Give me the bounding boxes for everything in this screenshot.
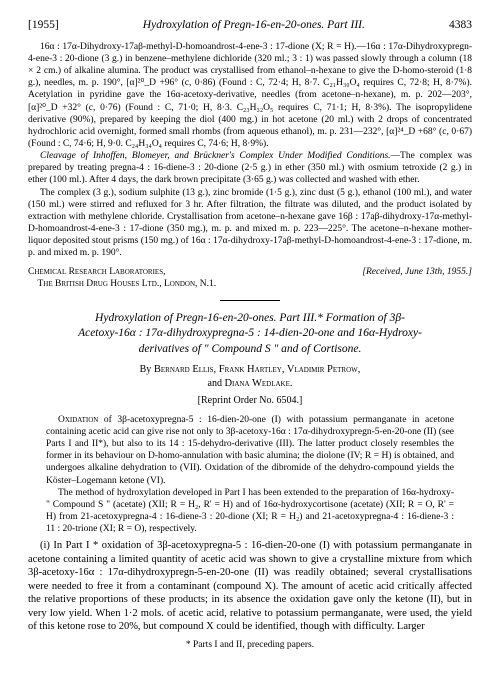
- reprint-order: [Reprint Order No. 6504.]: [28, 395, 472, 408]
- experimental-p2: Cleavage of Inhoffen, Blomeyer, and Brüc…: [28, 150, 472, 186]
- title-line2: Acetoxy-16α : 17α-dihydroxypregna-5 : 14…: [78, 327, 422, 339]
- and-word: and: [208, 378, 225, 389]
- authors-line1: Bernard Ellis, Frank Hartley, Vladimir P…: [154, 364, 360, 375]
- experimental-p3: The complex (3 g.), sodium sulphite (13 …: [28, 187, 472, 260]
- affil-lab: Chemical Research Laboratories,: [28, 267, 165, 277]
- section-rule: [220, 300, 280, 301]
- abstract-p2: The method of hydroxylation developed in…: [46, 487, 454, 536]
- by-word: By: [140, 364, 152, 375]
- authors-line2: Diana Wedlake.: [224, 378, 292, 389]
- abstract-p1: Oxidation of 3β-acetoxypregna-5 : 16-die…: [46, 414, 454, 487]
- runhead-page: 4383: [449, 18, 472, 33]
- received-date: [Received, June 13th, 1955.]: [362, 266, 472, 290]
- runhead-year: [1955]: [28, 18, 59, 33]
- experimental-p1: 16α : 17α-Dihydroxy-17aβ-methyl-D-homoan…: [28, 41, 472, 150]
- p2-heading: Cleavage of Inhoffen, Blomeyer, and Brüc…: [40, 151, 391, 161]
- article-title: Hydroxylation of Pregn-16-en-20-ones. Pa…: [38, 311, 462, 358]
- body-p3: (i) In Part I * oxidation of 3β-acetoxyp…: [28, 539, 472, 633]
- abstract-p1-text: of 3β-acetoxypregna-5 : 16-dien-20-one (…: [46, 415, 454, 486]
- affil-org: The British Drug Houses Ltd., London, N.…: [38, 279, 217, 289]
- authors-block: By Bernard Ellis, Frank Hartley, Vladimi…: [28, 363, 472, 391]
- title-line1: Hydroxylation of Pregn-16-en-20-ones. Pa…: [95, 312, 405, 324]
- abstract-lead: Oxidation: [58, 415, 98, 425]
- runhead-title: Hydroxylation of Pregn-16-en-20-ones. Pa…: [59, 18, 449, 33]
- affiliation-block: Chemical Research Laboratories, The Brit…: [28, 266, 472, 290]
- title-line3: derivatives of " Compound S " and of Cor…: [139, 343, 362, 355]
- running-head: [1955] Hydroxylation of Pregn-16-en-20-o…: [28, 18, 472, 33]
- footnote: * Parts I and II, preceding papers.: [28, 639, 472, 651]
